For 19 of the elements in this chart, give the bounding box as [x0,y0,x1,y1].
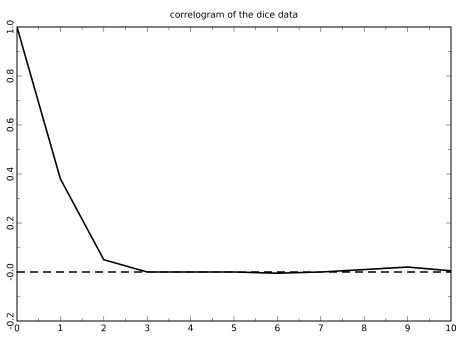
y-tick-label: -0.2 [6,313,14,330]
y-tick-label: 0.2 [6,216,14,230]
y-tick-label: 0.6 [6,118,14,132]
x-tick-label: 4 [188,324,193,332]
x-tick-label: 9 [405,324,410,332]
x-tick-label: 6 [275,324,280,332]
x-tick-label: 10 [446,324,456,332]
y-tick-label: 1.0 [6,20,14,34]
x-tick-label: 3 [145,324,150,332]
y-tick-label: 0.8 [6,69,14,83]
x-tick-label: 8 [362,324,366,332]
x-tick-label: 5 [232,324,236,332]
y-tick-label: 0.4 [6,167,14,181]
x-tick-label: 7 [318,324,323,332]
y-tick-label: -0.0 [6,264,14,280]
x-tick-label: 1 [58,324,62,332]
x-tick-label: 2 [102,324,106,332]
chart-title: correlogram of the dice data [170,10,298,20]
x-tick-label: 0 [14,324,20,332]
